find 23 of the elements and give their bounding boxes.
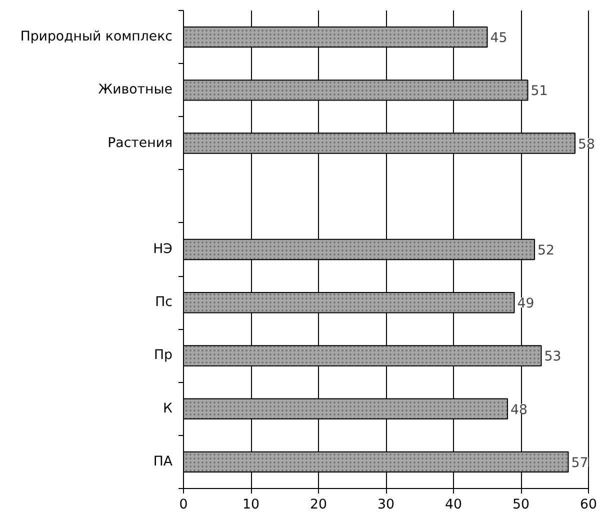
data-label: 45 xyxy=(490,31,508,46)
data-label: 57 xyxy=(571,456,588,471)
y-tick-label: Животные xyxy=(98,82,173,98)
y-tick-label: Растения xyxy=(108,136,172,151)
x-tick-label: 60 xyxy=(580,498,597,512)
y-tick-label: К xyxy=(163,401,174,416)
x-tick-label: 20 xyxy=(310,498,327,512)
data-label: 51 xyxy=(530,84,548,100)
y-tick-label: ПА xyxy=(153,454,172,470)
y-tick-label: Пс xyxy=(155,295,173,310)
data-label: 52 xyxy=(538,244,554,258)
x-tick-label: 10 xyxy=(242,498,260,512)
y-tick-label: НЭ xyxy=(153,242,173,257)
y-tick-label: Природный комплекс xyxy=(20,30,173,45)
data-label: 53 xyxy=(544,350,562,365)
x-tick-label: 0 xyxy=(179,498,188,512)
y-tick-label: Пр xyxy=(154,348,172,364)
x-tick-label: 30 xyxy=(378,498,394,512)
data-label: 58 xyxy=(578,137,595,152)
x-tick-label: 40 xyxy=(445,498,462,512)
data-label: 48 xyxy=(510,402,528,418)
data-label: 49 xyxy=(517,296,534,312)
x-tick-label: 50 xyxy=(512,498,530,512)
